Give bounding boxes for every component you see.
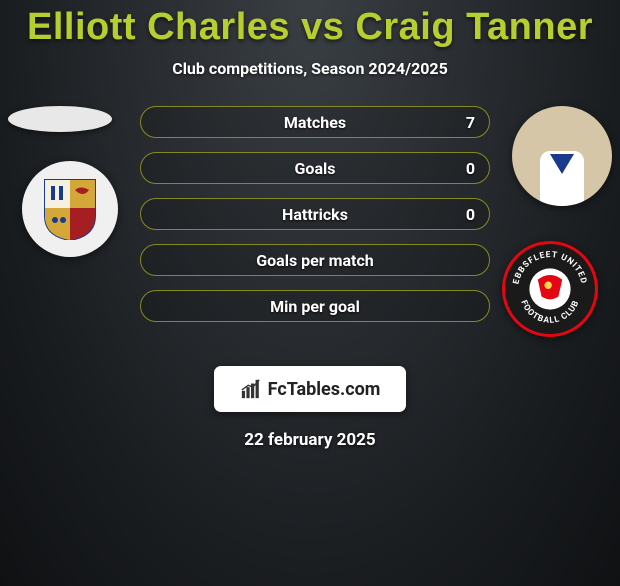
bar-chart-icon bbox=[240, 378, 262, 400]
player1-name: Elliott Charles bbox=[27, 6, 290, 48]
player2-club-crest: EBBSFLEET UNITED FOOTBALL CLUB bbox=[502, 241, 598, 337]
shield-icon bbox=[43, 178, 97, 240]
avatar-photo-icon bbox=[512, 106, 612, 206]
stat-row-matches: Matches 7 bbox=[140, 106, 490, 138]
player1-club-crest bbox=[22, 161, 118, 257]
page-title: Elliott Charles vs Craig Tanner bbox=[0, 6, 620, 49]
player2-name: Craig Tanner bbox=[355, 6, 593, 48]
stat-label: Goals bbox=[295, 159, 336, 178]
stat-label: Hattricks bbox=[282, 205, 348, 224]
player2-avatar bbox=[512, 106, 612, 206]
stat-label: Min per goal bbox=[270, 297, 360, 316]
fctables-logo[interactable]: FcTables.com bbox=[214, 366, 407, 412]
avatar-placeholder-icon bbox=[8, 106, 112, 132]
stat-value-right: 0 bbox=[466, 205, 475, 224]
stat-row-hattricks: Hattricks 0 bbox=[140, 198, 490, 230]
date-label: 22 february 2025 bbox=[0, 430, 620, 450]
stat-value-right: 7 bbox=[466, 113, 475, 132]
stat-row-min-per-goal: Min per goal bbox=[140, 290, 490, 322]
stat-label: Matches bbox=[284, 113, 346, 132]
club-badge-icon: EBBSFLEET UNITED FOOTBALL CLUB bbox=[505, 244, 595, 334]
comparison-panel: EBBSFLEET UNITED FOOTBALL CLUB Matches 7… bbox=[0, 106, 620, 356]
brand-name: FcTables.com bbox=[268, 379, 381, 400]
stat-label: Goals per match bbox=[256, 251, 374, 270]
stat-row-goals-per-match: Goals per match bbox=[140, 244, 490, 276]
subtitle: Club competitions, Season 2024/2025 bbox=[0, 59, 620, 78]
stat-row-goals: Goals 0 bbox=[140, 152, 490, 184]
vs-label: vs bbox=[301, 6, 344, 48]
stat-bars: Matches 7 Goals 0 Hattricks 0 Goals per … bbox=[140, 106, 490, 336]
player1-avatar bbox=[8, 106, 112, 132]
stat-value-right: 0 bbox=[466, 159, 475, 178]
brand-footer: FcTables.com bbox=[0, 366, 620, 412]
